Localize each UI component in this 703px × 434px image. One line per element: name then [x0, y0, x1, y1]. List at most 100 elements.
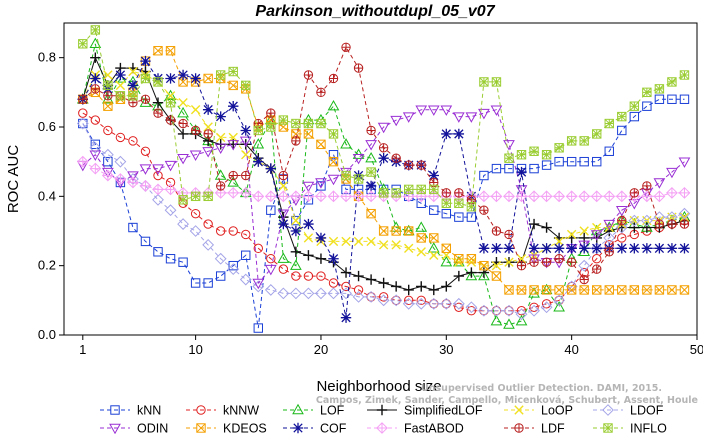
data-point-ldf [366, 125, 376, 136]
data-point-odin [503, 140, 515, 151]
data-point-ldof [164, 204, 177, 217]
data-point-cof [202, 104, 214, 115]
data-point-ldof [277, 287, 290, 300]
data-point-loop [378, 240, 389, 250]
y-tick-label: 0.6 [38, 119, 56, 134]
data-point-knn [566, 156, 577, 167]
data-point-simplifiedlof [453, 270, 465, 282]
data-point-knn [165, 254, 176, 264]
legend-marker-kdeos [196, 423, 206, 433]
data-point-knn [328, 150, 339, 160]
y-tick-label: 0.4 [38, 188, 56, 203]
data-point-kdeos [504, 285, 514, 295]
data-point-knnw [592, 254, 602, 264]
data-point-cof [165, 73, 176, 84]
data-point-knn [504, 163, 514, 174]
data-point-ldof [352, 290, 365, 303]
data-point-knn [78, 118, 88, 129]
data-point-cof [115, 69, 126, 81]
data-point-fastabod [289, 190, 302, 203]
data-point-fastabod [490, 190, 503, 203]
data-point-inflo [90, 25, 101, 35]
data-point-odin [465, 112, 478, 123]
legend-item-ldof: LDOF [593, 404, 664, 418]
data-point-knnw [153, 170, 163, 181]
data-point-ldof [264, 284, 277, 296]
data-point-knnw [291, 271, 301, 281]
data-point-knn [153, 247, 163, 257]
data-point-lof [102, 93, 114, 104]
data-point-kdeos [416, 233, 426, 243]
data-point-knn [679, 94, 690, 104]
data-point-odin [302, 181, 315, 193]
data-point-odin [164, 160, 177, 172]
data-point-ldof [603, 232, 616, 244]
data-point-cof [215, 111, 226, 122]
data-point-ldf [579, 274, 589, 285]
data-point-ldf [679, 219, 690, 229]
data-point-knnw [90, 115, 101, 125]
data-point-inflo [404, 184, 414, 195]
data-point-knn [579, 156, 589, 167]
data-point-inflo [554, 143, 564, 153]
data-point-ldf [291, 136, 301, 146]
data-point-knnw [617, 233, 627, 243]
data-point-knnw [454, 302, 464, 312]
data-point-cof [616, 243, 627, 254]
data-point-odin [127, 171, 139, 182]
data-point-fastabod [478, 190, 490, 203]
data-point-odin [653, 178, 666, 189]
data-point-lof [252, 138, 265, 149]
data-point-knn [529, 163, 539, 174]
data-point-cof [553, 243, 565, 254]
data-point-fastabod [302, 190, 315, 203]
data-point-knnw [353, 285, 364, 295]
data-point-kdeos [604, 285, 614, 295]
data-point-ldof [578, 259, 591, 272]
data-point-cof [228, 101, 239, 112]
data-point-loop [466, 257, 477, 267]
legend-marker-knn [110, 405, 120, 415]
data-point-ldof [152, 193, 164, 206]
data-point-knnw [215, 226, 226, 236]
data-point-lof [515, 314, 528, 326]
data-point-lof [290, 259, 302, 270]
data-point-odin [440, 105, 453, 116]
legend-marker-ldf [514, 423, 524, 433]
data-point-simplifiedlof [290, 246, 302, 257]
data-point-ldof [189, 225, 202, 237]
data-point-lof [89, 37, 102, 48]
data-point-cof [679, 243, 690, 254]
data-point-lof [465, 269, 478, 281]
data-point-ldf [165, 115, 176, 125]
data-point-fastabod [678, 186, 691, 199]
series-line-knn [82, 98, 685, 329]
data-point-fastabod [340, 190, 352, 203]
data-point-cof [90, 73, 101, 84]
data-point-knnw [429, 299, 439, 309]
data-point-loop [491, 260, 502, 271]
data-point-cof [516, 166, 527, 178]
data-point-knn [140, 236, 151, 247]
data-point-cof [566, 243, 577, 254]
data-point-ldof [465, 301, 478, 314]
data-point-odin [603, 219, 616, 231]
data-point-inflo [78, 39, 88, 49]
data-point-inflo [153, 77, 163, 87]
legend-label-ldof: LDOF [630, 404, 664, 418]
data-point-cof [428, 170, 439, 181]
data-point-knn [541, 160, 552, 170]
data-point-cof [303, 218, 314, 230]
data-point-knn [190, 278, 201, 288]
data-point-ldof [640, 214, 653, 227]
data-point-knnw [140, 146, 151, 156]
data-point-inflo [215, 70, 226, 80]
data-point-ldof [202, 238, 215, 251]
data-point-ldof [440, 297, 453, 310]
data-point-ldf [391, 153, 401, 163]
data-point-knn [215, 271, 226, 281]
data-point-ldf [554, 254, 564, 264]
data-point-ldof [289, 287, 302, 300]
data-point-kdeos [566, 285, 577, 295]
